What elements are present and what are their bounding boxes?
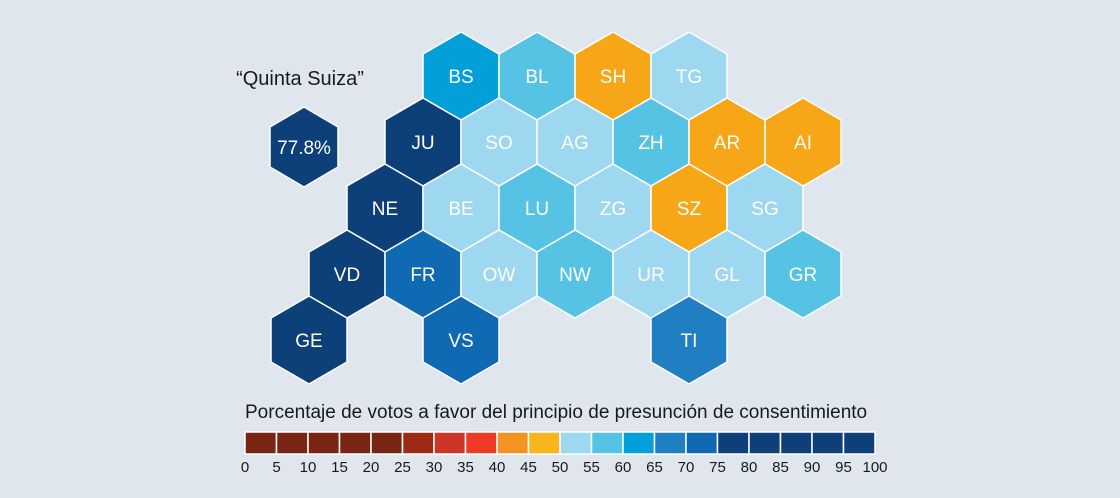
legend-tick-label: 35	[457, 459, 474, 476]
canton-hex-nw: NW	[536, 229, 614, 319]
canton-hex-shape	[650, 295, 728, 385]
legend-swatch	[685, 431, 719, 455]
legend-swatch	[716, 431, 750, 455]
canton-hex-shape	[422, 295, 500, 385]
canton-label: VS	[448, 331, 473, 352]
legend-tick-label: 0	[241, 459, 249, 476]
legend-tick-label: 20	[363, 459, 380, 476]
canton-label: LU	[525, 199, 549, 220]
legend-swatch	[370, 431, 404, 455]
legend-swatch	[401, 431, 435, 455]
canton-label: AR	[714, 133, 740, 154]
legend-swatch	[433, 431, 467, 455]
legend-tick-label: 10	[300, 459, 317, 476]
legend-swatch	[338, 431, 372, 455]
canton-hex-gr: GR	[764, 229, 842, 319]
legend-swatch	[559, 431, 593, 455]
canton-label: BS	[448, 67, 473, 88]
legend-swatch	[464, 431, 498, 455]
canton-label: GR	[789, 265, 818, 286]
legend-tick-label: 45	[520, 459, 537, 476]
legend-tick-label: 90	[804, 459, 821, 476]
legend-swatch	[622, 431, 656, 455]
canton-label: OW	[483, 265, 516, 286]
canton-hex-ur: UR	[612, 229, 690, 319]
legend-tick-label: 75	[709, 459, 726, 476]
legend-tick-label: 30	[426, 459, 443, 476]
legend-ticks: 0 5 10 15 20 25 30 35 40 45 50 55 60 65 70 75 80 85 90 95 10…	[241, 459, 888, 476]
legend-tick-label: 5	[272, 459, 280, 476]
legend-swatch	[779, 431, 813, 455]
canton-hex-shape	[270, 295, 348, 385]
canton-label: AG	[561, 133, 588, 154]
diaspora-title: “Quinta Suiza”	[236, 68, 364, 90]
canton-label: GE	[295, 331, 322, 352]
legend-swatch	[842, 431, 876, 455]
legend-swatch	[653, 431, 687, 455]
canton-label: SG	[751, 199, 778, 220]
canton-hex-shape	[764, 229, 842, 319]
canton-label: SZ	[677, 199, 702, 220]
legend-tick-label: 85	[772, 459, 789, 476]
canton-hex-ow: OW	[460, 229, 538, 319]
legend-tick-label: 60	[615, 459, 632, 476]
canton-label: TG	[676, 67, 702, 88]
canton-hex-sg: SG	[726, 163, 804, 253]
canton-label: GL	[714, 265, 739, 286]
canton-hex-ai: AI	[764, 97, 842, 187]
legend-tick-label: 50	[552, 459, 569, 476]
legend-tick-label: 100	[862, 459, 887, 476]
legend-tick-label: 25	[394, 459, 411, 476]
canton-label: FR	[410, 265, 435, 286]
legend-swatch	[748, 431, 782, 455]
canton-label: UR	[637, 265, 664, 286]
legend-tick-label: 65	[646, 459, 663, 476]
legend-tick-label: 95	[835, 459, 852, 476]
diaspora-hex: 77.8%	[269, 106, 339, 188]
legend-tick-label: 15	[331, 459, 348, 476]
diaspora-hex-shape	[269, 106, 339, 188]
canton-label: ZG	[600, 199, 626, 220]
legend-tick-label: 70	[678, 459, 695, 476]
canton-hex-grid: BS BL SH TG JU SO AG ZH AR AI NE BE LU ZG SZ SG VD FR OW NW…	[270, 31, 842, 385]
canton-label: VD	[334, 265, 360, 286]
legend-swatch	[527, 431, 561, 455]
canton-hex-ge: GE	[270, 295, 348, 385]
canton-label: AI	[794, 133, 812, 154]
canton-label: BE	[448, 199, 473, 220]
canton-label: BL	[525, 67, 548, 88]
legend-color-scale	[244, 431, 876, 455]
legend-swatch	[811, 431, 845, 455]
canton-label: ZH	[638, 133, 663, 154]
canton-label: SH	[600, 67, 626, 88]
legend-tick-label: 40	[489, 459, 506, 476]
legend-tick-label: 55	[583, 459, 600, 476]
canton-label: SO	[485, 133, 512, 154]
canton-hex-vs: VS	[422, 295, 500, 385]
legend-swatch	[244, 431, 278, 455]
diaspora-value: 77.8%	[277, 138, 331, 159]
canton-hex-ti: TI	[650, 295, 728, 385]
legend-swatch	[275, 431, 309, 455]
legend-swatch	[307, 431, 341, 455]
canton-label: NW	[559, 265, 591, 286]
canton-label: NE	[372, 199, 398, 220]
legend-tick-label: 80	[741, 459, 758, 476]
canton-label: JU	[411, 133, 434, 154]
legend-swatch	[496, 431, 530, 455]
legend-swatch	[590, 431, 624, 455]
canton-label: TI	[681, 331, 698, 352]
legend-title: Porcentaje de votos a favor del principi…	[245, 402, 867, 423]
